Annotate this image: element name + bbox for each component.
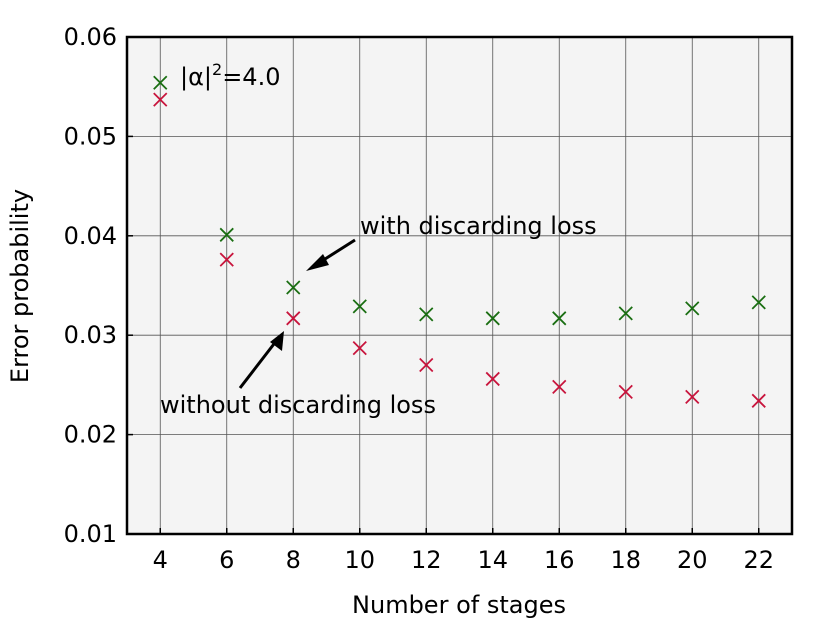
y-tick-label: 0.03 [64, 321, 117, 349]
data-point-series-1 [286, 280, 301, 295]
data-point-series-1 [618, 306, 633, 321]
data-point-series-2 [153, 92, 168, 107]
y-tick-label: 0.05 [64, 122, 117, 150]
data-point-series-2 [751, 393, 766, 408]
x-tick-label: 12 [411, 546, 442, 574]
data-point-series-1 [485, 311, 500, 326]
x-tick-label: 4 [153, 546, 168, 574]
without-discarding-loss-label: without discarding loss [160, 391, 436, 419]
y-tick-label: 0.06 [64, 23, 117, 51]
data-point-series-1 [685, 301, 700, 316]
data-point-series-2 [286, 311, 301, 326]
y-tick-label: 0.04 [64, 222, 117, 250]
x-tick-labels: 4 6 8 10 12 14 16 18 20 22 [153, 546, 774, 574]
x-tick-label: 14 [477, 546, 508, 574]
data-point-series-2 [618, 384, 633, 399]
data-point-series-2 [219, 252, 234, 267]
with-arrow-head [306, 254, 329, 271]
without-arrow-head [270, 331, 284, 351]
x-tick-label: 6 [219, 546, 234, 574]
y-axis-label: Error probability [6, 189, 34, 383]
y-tick-labels: 0.01 0.02 0.03 0.04 0.05 0.06 [64, 23, 117, 548]
legend-alpha-label: |α|2=4.0 [180, 60, 280, 91]
data-point-series-2 [685, 389, 700, 404]
legend-alpha-value: =4.0 [222, 63, 280, 91]
data-points [153, 75, 766, 408]
data-point-series-2 [352, 340, 367, 356]
x-tick-label: 18 [610, 546, 641, 574]
data-point-series-1 [751, 295, 766, 310]
plot-frame [125, 35, 794, 536]
data-point-series-1 [552, 311, 567, 326]
y-tick-label: 0.02 [64, 421, 117, 449]
x-tick-label: 20 [677, 546, 708, 574]
y-tick-label: 0.01 [64, 520, 117, 548]
data-point-series-1 [352, 299, 367, 314]
data-point-series-2 [552, 379, 567, 395]
plot-area-background [127, 37, 792, 534]
data-point-series-1 [419, 307, 434, 322]
x-tick-label: 10 [344, 546, 375, 574]
x-axis-label: Number of stages [352, 591, 566, 619]
annotation-arrows [238, 238, 356, 389]
data-point-series-1 [153, 75, 168, 90]
x-tick-label: 22 [743, 546, 774, 574]
without-arrow-shaft [238, 339, 279, 389]
data-point-series-2 [419, 357, 434, 373]
x-tick-label: 8 [286, 546, 301, 574]
data-point-series-1 [219, 227, 234, 242]
data-point-series-2 [485, 371, 500, 387]
legend-alpha-superscript: 2 [212, 60, 222, 79]
with-discarding-loss-label: with discarding loss [360, 212, 597, 240]
x-tick-label: 16 [544, 546, 575, 574]
